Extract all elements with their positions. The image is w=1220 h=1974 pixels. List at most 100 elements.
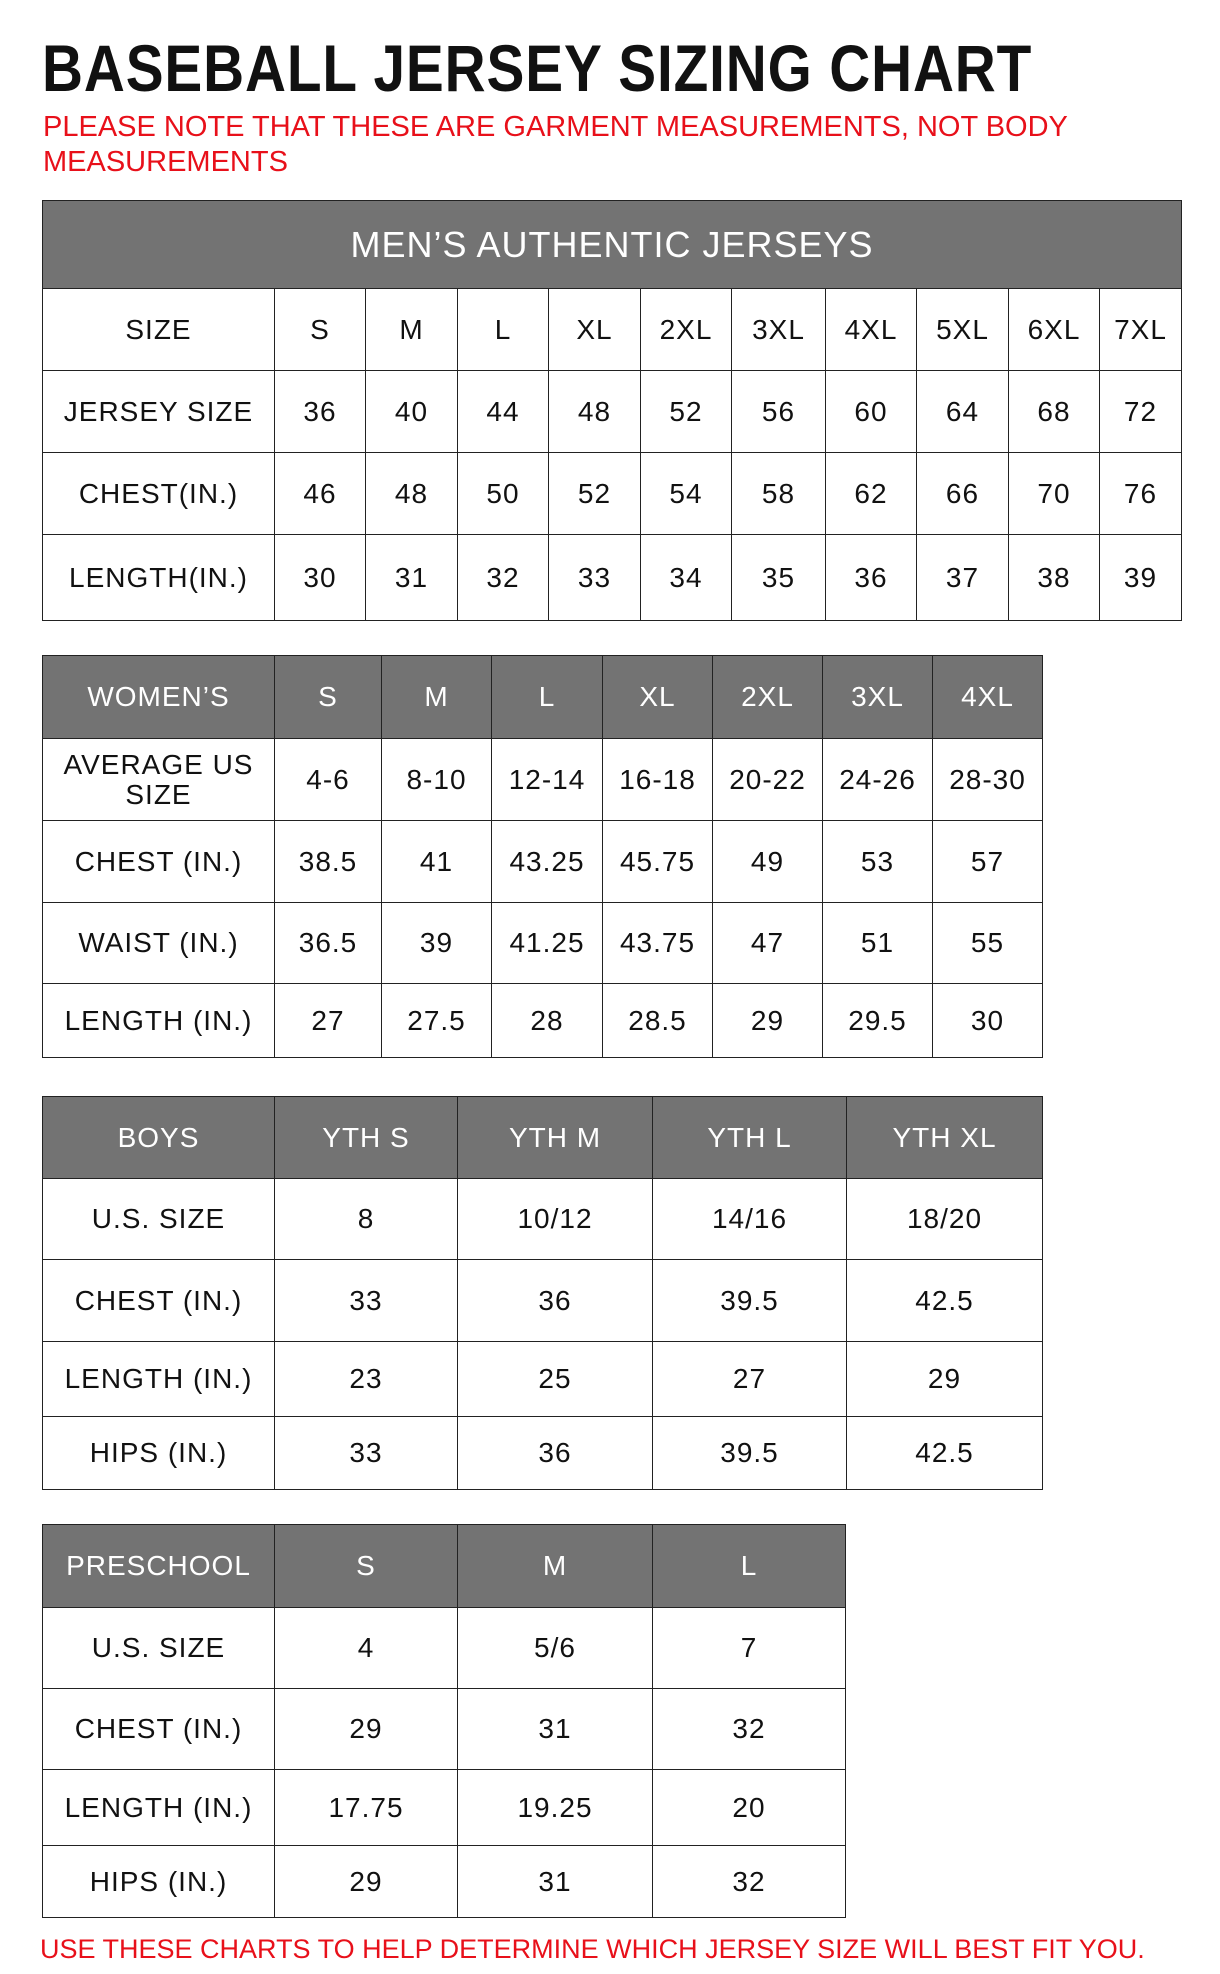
row-label: HIPS (IN.) [42,1845,275,1918]
table-cell: 5/6 [457,1607,653,1689]
table-cell: 20-22 [712,738,823,821]
size-header: M [381,655,492,739]
table-cell: 23 [274,1341,458,1417]
table-cell: 58 [731,452,826,535]
table-cell: 31 [457,1688,653,1770]
size-header: 6XL [1008,288,1100,371]
table-cell: 33 [274,1416,458,1490]
table-cell: 47 [712,902,823,984]
row-label: CHEST (IN.) [42,1259,275,1342]
table-row: LENGTH (IN.) 23 25 27 29 [42,1341,1043,1417]
table-cell: 36 [457,1259,653,1342]
row-label: JERSEY SIZE [42,370,275,453]
table-row: CHEST (IN.) 29 31 32 [42,1688,846,1770]
table-cell: 52 [548,452,641,535]
table-cell: 36 [274,370,366,453]
row-label: HIPS (IN.) [42,1416,275,1490]
table-row: WAIST (IN.) 36.5 39 41.25 43.75 47 51 55 [42,902,1043,984]
table-cell: 4-6 [274,738,382,821]
header-label: WOMEN’S [42,655,275,739]
table-cell: 27 [652,1341,847,1417]
table-cell: 29 [274,1688,458,1770]
table-cell: 39.5 [652,1416,847,1490]
row-label: LENGTH(IN.) [42,534,275,621]
table-cell: 70 [1008,452,1100,535]
size-header: YTH S [274,1096,458,1179]
table-cell: 29.5 [822,983,933,1058]
table-cell: 43.75 [602,902,713,984]
size-header: XL [602,655,713,739]
table-cell: 49 [712,820,823,903]
table-cell: 31 [365,534,458,621]
table-caption: MEN’S AUTHENTIC JERSEYS [42,200,1182,289]
row-label: U.S. SIZE [42,1178,275,1260]
size-header: L [652,1524,846,1608]
table-cell: 27 [274,983,382,1058]
table-row: CHEST (IN.) 33 36 39.5 42.5 [42,1259,1043,1342]
size-header: M [365,288,458,371]
table-row: LENGTH (IN.) 27 27.5 28 28.5 29 29.5 30 [42,983,1043,1058]
size-header: 3XL [731,288,826,371]
table-cell: 27.5 [381,983,492,1058]
size-header: 5XL [916,288,1009,371]
table-cell: 48 [548,370,641,453]
table-cell: 34 [640,534,732,621]
table-cell: 8 [274,1178,458,1260]
table-cell: 42.5 [846,1259,1043,1342]
row-label: CHEST (IN.) [42,820,275,903]
table-cell: 31 [457,1845,653,1918]
table-cell: 4 [274,1607,458,1689]
row-label: WAIST (IN.) [42,902,275,984]
size-header: L [491,655,603,739]
table-row: HIPS (IN.) 29 31 32 [42,1845,846,1918]
size-header: XL [548,288,641,371]
table-cell: 36.5 [274,902,382,984]
size-header: S [274,1524,458,1608]
table-cell: 42.5 [846,1416,1043,1490]
table-cell: 14/16 [652,1178,847,1260]
table-cell: 33 [274,1259,458,1342]
table-cell: 44 [457,370,549,453]
table-cell: 39.5 [652,1259,847,1342]
garment-note: PLEASE NOTE THAT THESE ARE GARMENT MEASU… [43,111,1068,178]
table-row: HIPS (IN.) 33 36 39.5 42.5 [42,1416,1043,1490]
header-row: PRESCHOOL S M L [42,1524,846,1608]
table-cell: 12-14 [491,738,603,821]
table-cell: 66 [916,452,1009,535]
header-row: SIZE S M L XL 2XL 3XL 4XL 5XL 6XL 7XL [42,288,1182,371]
size-header: YTH M [457,1096,653,1179]
table-cell: 10/12 [457,1178,653,1260]
caption-row: MEN’S AUTHENTIC JERSEYS [42,200,1182,289]
table-row: AVERAGE US SIZE 4-6 8-10 12-14 16-18 20-22 24-… [42,738,1043,821]
table-cell: 33 [548,534,641,621]
size-header: YTH XL [846,1096,1043,1179]
row-label: AVERAGE US SIZE [42,738,275,821]
row-label: U.S. SIZE [42,1607,275,1689]
table-row: U.S. SIZE 8 10/12 14/16 18/20 [42,1178,1043,1260]
table-cell: 24-26 [822,738,933,821]
table-cell: 50 [457,452,549,535]
table-cell: 35 [731,534,826,621]
table-cell: 57 [932,820,1043,903]
table-cell: 7 [652,1607,846,1689]
header-row: WOMEN’S S M L XL 2XL 3XL 4XL [42,655,1043,739]
size-header: S [274,655,382,739]
table-cell: 29 [846,1341,1043,1417]
table-cell: 51 [822,902,933,984]
table-row: JERSEY SIZE 36 40 44 48 52 56 60 64 68 72 [42,370,1182,453]
table-cell: 41 [381,820,492,903]
size-header: 4XL [932,655,1043,739]
table-cell: 41.25 [491,902,603,984]
table-cell: 16-18 [602,738,713,821]
table-cell: 29 [712,983,823,1058]
table-row: CHEST (IN.) 38.5 41 43.25 45.75 49 53 57 [42,820,1043,903]
table-cell: 54 [640,452,732,535]
table-cell: 60 [825,370,917,453]
mens-table: MEN’S AUTHENTIC JERSEYS SIZE S M L XL 2XL 3XL 4X… [42,200,1182,621]
table-cell: 36 [825,534,917,621]
table-cell: 18/20 [846,1178,1043,1260]
table-cell: 28 [491,983,603,1058]
table-cell: 28-30 [932,738,1043,821]
table-cell: 32 [652,1688,846,1770]
table-cell: 72 [1099,370,1182,453]
